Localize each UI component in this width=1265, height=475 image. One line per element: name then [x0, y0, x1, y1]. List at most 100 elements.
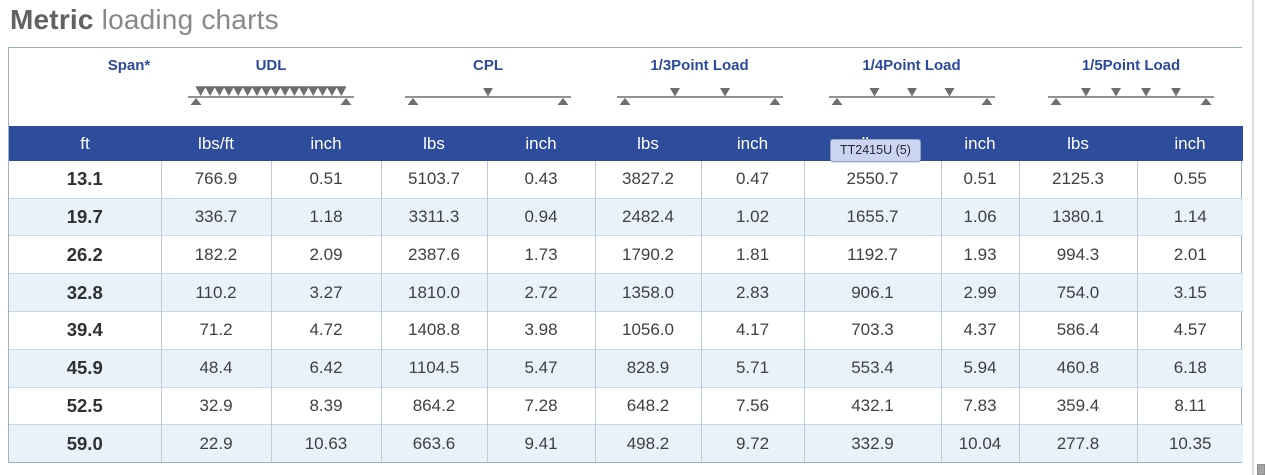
table-row: 59.0 22.9 10.63 663.6 9.41 498.2 9.72 332.9 10.0… [9, 424, 1243, 462]
load-value-cell: 2125.3 [1018, 161, 1137, 198]
table-row: 19.7 336.7 1.18 3311.3 0.94 2482.4 1.02 1655.7 1… [9, 197, 1243, 236]
load-value-cell: 432.1 [803, 386, 941, 425]
unit-header-cell: inch [271, 126, 381, 161]
load-value-cell: 7.28 [486, 386, 595, 425]
load-value-cell: 4.37 [940, 310, 1019, 350]
unit-header-cell: ft [9, 126, 161, 161]
tooltip-text: TT2415U (5) [840, 143, 911, 157]
load-value-cell: 1.14 [1136, 197, 1243, 236]
load-value-cell: 3311.3 [380, 197, 487, 236]
span-value-cell: 59.0 [9, 424, 161, 462]
loading-chart-table-container: Span* UDL CPL 1/3Point Load 1/4Point Load 1/5… [8, 47, 1243, 463]
load-value-cell: 2550.7 [803, 161, 941, 198]
group-label: CPL [473, 57, 503, 74]
load-value-cell: 6.18 [1136, 348, 1243, 388]
load-value-cell: 9.72 [700, 424, 804, 462]
load-value-cell: 828.9 [594, 348, 701, 388]
load-value-cell: 1380.1 [1018, 197, 1137, 236]
load-value-cell: 1104.5 [380, 348, 487, 388]
unit-header-cell: lbs [595, 126, 701, 161]
table-row: 39.4 71.2 4.72 1408.8 3.98 1056.0 4.17 703.3 4.3… [9, 310, 1243, 350]
load-value-cell: 0.43 [486, 161, 595, 198]
load-value-cell: 2.83 [700, 273, 804, 312]
load-value-cell: 332.9 [803, 424, 941, 462]
table-row: 32.8 110.2 3.27 1810.0 2.72 1358.0 2.83 906.1 2.… [9, 273, 1243, 312]
load-value-cell: 1810.0 [380, 273, 487, 312]
metric-loading-table: Span* UDL CPL 1/3Point Load 1/4Point Load 1/5… [9, 48, 1243, 462]
span-value-cell: 45.9 [9, 348, 161, 388]
load-value-cell: 1.73 [486, 235, 595, 274]
load-value-cell: 553.4 [803, 348, 941, 388]
unit-header-cell: inch [1137, 126, 1243, 161]
load-value-cell: 10.63 [270, 424, 381, 462]
load-value-cell: 0.55 [1136, 161, 1243, 198]
load-value-cell: 3.27 [270, 273, 381, 312]
load-value-cell: 1.93 [940, 235, 1019, 274]
group-label: UDL [255, 57, 287, 74]
load-value-cell: 2.01 [1136, 235, 1243, 274]
load-value-cell: 994.3 [1018, 235, 1137, 274]
table-row: 52.5 32.9 8.39 864.2 7.28 648.2 7.56 432.1 7.83 3… [9, 386, 1243, 425]
unit-header-cell: lbs [1019, 126, 1137, 161]
unit-header-cell: lbs/ft [161, 126, 271, 161]
group-header-1-4point-load: 1/4Point Load [804, 48, 1019, 126]
load-value-cell: 1655.7 [803, 197, 941, 236]
unit-header-cell: inch [941, 126, 1019, 161]
unit-header-cell: inch [487, 126, 595, 161]
point-load-diagram [828, 88, 995, 105]
load-value-cell: 2.99 [940, 273, 1019, 312]
load-value-cell: 48.4 [160, 348, 271, 388]
span-value-cell: 39.4 [9, 310, 161, 350]
page-title: Metric loading charts [10, 4, 279, 36]
group-header-row: Span* UDL CPL 1/3Point Load 1/4Point Load 1/5… [9, 48, 1243, 126]
load-value-cell: 7.83 [940, 386, 1019, 425]
load-value-cell: 1.06 [940, 197, 1019, 236]
group-header-cpl: CPL [381, 48, 595, 126]
point-load-diagram [405, 88, 571, 105]
group-header-1-3point-load: 1/3Point Load [595, 48, 804, 126]
load-value-cell: 1790.2 [594, 235, 701, 274]
load-value-cell: 1358.0 [594, 273, 701, 312]
load-value-cell: 5103.7 [380, 161, 487, 198]
load-value-cell: 906.1 [803, 273, 941, 312]
title-loading-charts: loading charts [93, 4, 279, 35]
load-value-cell: 5.94 [940, 348, 1019, 388]
span-value-cell: 19.7 [9, 197, 161, 236]
load-value-cell: 10.04 [940, 424, 1019, 462]
load-value-cell: 22.9 [160, 424, 271, 462]
span-value-cell: 32.8 [9, 273, 161, 312]
load-value-cell: 0.51 [940, 161, 1019, 198]
load-value-cell: 4.57 [1136, 310, 1243, 350]
load-value-cell: 0.47 [700, 161, 804, 198]
table-row: 13.1 766.9 0.51 5103.7 0.43 3827.2 0.47 2550.7 0… [9, 161, 1243, 198]
link-tooltip: TT2415U (5) [830, 139, 921, 162]
load-value-cell: 4.72 [270, 310, 381, 350]
title-metric: Metric [10, 4, 94, 35]
load-value-cell: 10.35 [1136, 424, 1243, 462]
page-edge-divider [1252, 0, 1254, 475]
load-value-cell: 1.02 [700, 197, 804, 236]
load-value-cell: 2387.6 [380, 235, 487, 274]
load-value-cell: 182.2 [160, 235, 271, 274]
load-value-cell: 2482.4 [594, 197, 701, 236]
load-value-cell: 1.81 [700, 235, 804, 274]
group-label: Span* [107, 57, 151, 74]
load-value-cell: 3.15 [1136, 273, 1243, 312]
load-value-cell: 754.0 [1018, 273, 1137, 312]
load-value-cell: 3.98 [486, 310, 595, 350]
load-value-cell: 2.09 [270, 235, 381, 274]
load-value-cell: 663.6 [380, 424, 487, 462]
load-value-cell: 703.3 [803, 310, 941, 350]
load-value-cell: 277.8 [1018, 424, 1137, 462]
load-value-cell: 1192.7 [803, 235, 941, 274]
load-value-cell: 766.9 [160, 161, 271, 198]
load-value-cell: 1056.0 [594, 310, 701, 350]
load-value-cell: 648.2 [594, 386, 701, 425]
scrollbar-fragment[interactable] [1257, 464, 1265, 475]
load-value-cell: 336.7 [160, 197, 271, 236]
load-value-cell: 2.72 [486, 273, 595, 312]
group-label: 1/4Point Load [862, 57, 961, 74]
span-value-cell: 52.5 [9, 386, 161, 425]
